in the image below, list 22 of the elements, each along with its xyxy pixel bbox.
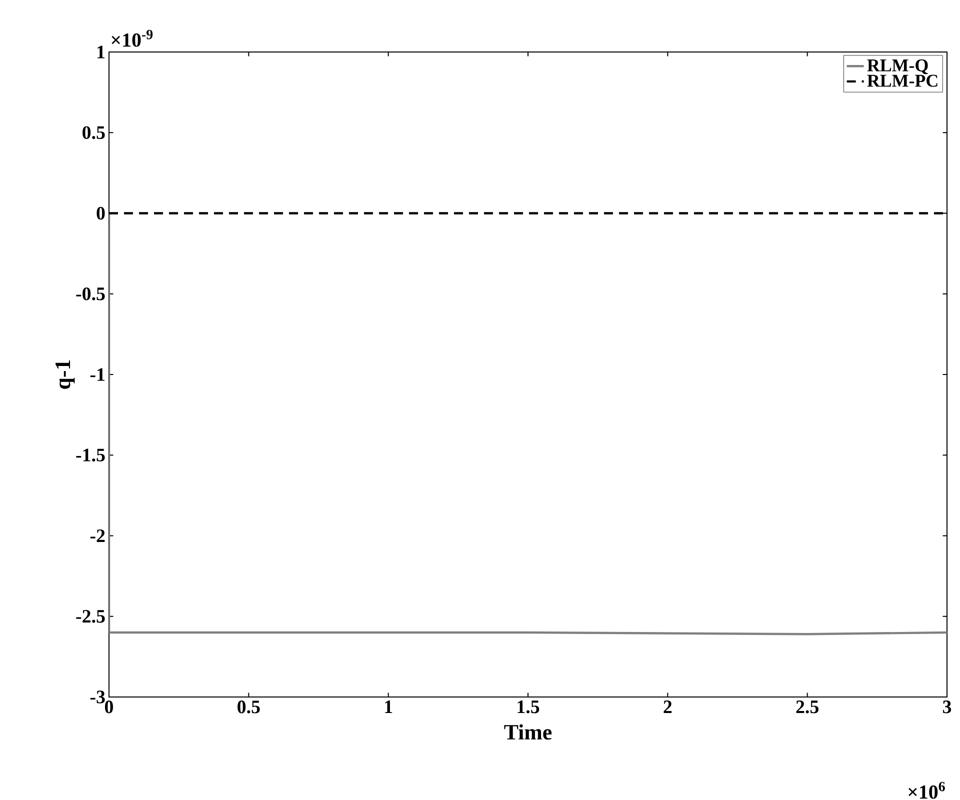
text: ×10$^{-9}$ [112,30,153,47]
y-tick-label: 0 [96,206,105,220]
x-tick-label: 1 [385,700,392,714]
x-tick-label: 1.5 [518,700,540,714]
text: ×10$^{6}$ [908,782,945,799]
y-tick-label: -2.5 [76,610,105,623]
x-tick-label: 2.5 [796,700,818,714]
y-axis-title: q-1 [56,360,75,389]
y-tick-label: 0.5 [82,126,105,140]
x-tick-label: 3 [942,700,952,714]
x-tick-label: 0.5 [238,700,260,714]
x-tick-label: 2 [664,700,672,714]
y-tick-label: -0.5 [76,287,105,300]
x-axis-title: Time [504,724,552,740]
legend-label: RLM-Q [867,59,928,74]
y-tick-label: -3 [90,690,105,704]
y-tick-label: -1.5 [76,448,105,462]
y-tick-label: -1 [90,368,104,381]
y-tick-label: 1 [98,46,104,58]
y-tick-label: -2 [90,529,105,542]
x-tick-label: 0 [104,700,114,714]
legend-label: RLM-PC [867,74,938,87]
